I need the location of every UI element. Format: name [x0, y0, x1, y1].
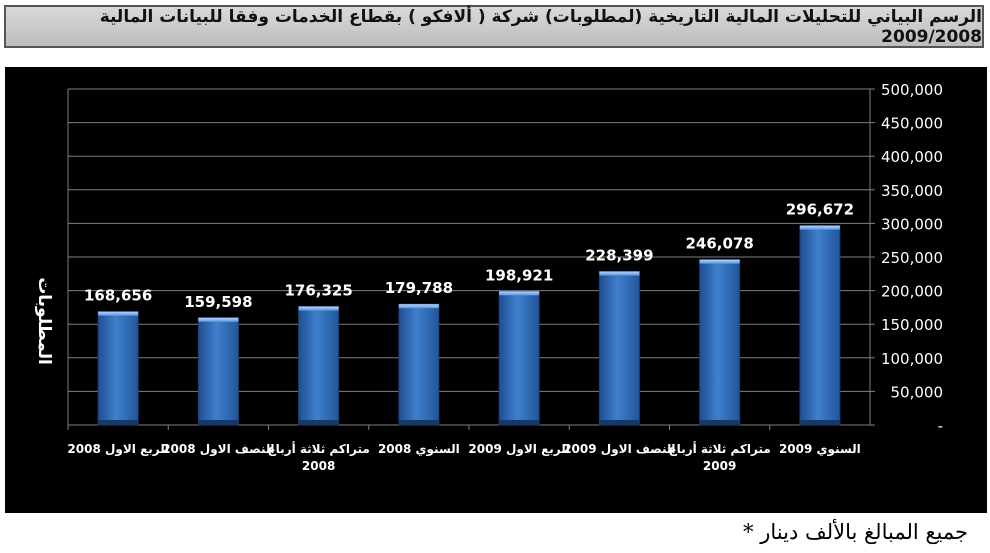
- x-tick-label: الربع الاول 2009: [468, 442, 569, 457]
- data-label: 159,598: [184, 293, 252, 311]
- x-tick-label: السنوي 2008: [378, 442, 460, 457]
- bar-top-bevel: [198, 317, 239, 322]
- x-tick-label: النصف الاول 2009: [563, 442, 675, 457]
- y-tick-label: 150,000: [881, 316, 943, 334]
- chart-title-box: الرسم البياني للتحليلات المالية التاريخي…: [4, 5, 984, 48]
- bar: [298, 306, 340, 426]
- data-label: 198,921: [485, 266, 553, 284]
- y-tick-label: 400,000: [881, 148, 943, 166]
- x-tick-label: 2008: [302, 459, 335, 473]
- bar-base: [198, 420, 239, 425]
- chart-title: الرسم البياني للتحليلات المالية التاريخي…: [99, 6, 982, 47]
- x-tick-label: الربع الاول 2008: [67, 442, 168, 457]
- bar-top-bevel: [599, 271, 640, 276]
- bar-base: [699, 420, 740, 425]
- y-tick-label: 200,000: [881, 283, 943, 301]
- footnote: جميع المبالغ بالألف دينار *: [743, 520, 968, 544]
- bar: [498, 290, 540, 426]
- x-tick-label: متراكم ثلاثة أرباع: [668, 441, 770, 456]
- bar-base: [799, 420, 840, 425]
- x-tick-label: متراكم ثلاثة أرباع: [267, 441, 369, 456]
- bar-base: [298, 420, 339, 425]
- y-tick-label: 100,000: [881, 350, 943, 368]
- bar-top-bevel: [98, 311, 139, 316]
- data-label: 179,788: [385, 279, 453, 297]
- y-tick-label: -: [938, 417, 943, 435]
- y-tick-label: 50,000: [891, 383, 944, 401]
- data-label: 228,399: [585, 247, 653, 265]
- y-tick-label: 250,000: [881, 249, 943, 267]
- bar: [398, 303, 440, 426]
- y-tick-label: 300,000: [881, 215, 943, 233]
- bar: [699, 259, 741, 426]
- data-label: 168,656: [84, 287, 152, 305]
- y-tick-label: 500,000: [881, 81, 943, 99]
- bar: [197, 317, 239, 426]
- bar-base: [398, 420, 439, 425]
- x-tick-label: السنوي 2009: [779, 442, 861, 457]
- data-label: 176,325: [284, 282, 352, 300]
- bar-top-bevel: [298, 306, 339, 311]
- y-tick-label: 350,000: [881, 182, 943, 200]
- bar-top-bevel: [499, 291, 540, 296]
- bar-base: [98, 420, 139, 425]
- x-tick-label: 2009: [703, 459, 736, 473]
- bar-top-bevel: [398, 304, 439, 309]
- y-axis-title: المطلوبات: [34, 277, 54, 365]
- bar-top-bevel: [799, 225, 840, 230]
- bar: [97, 311, 139, 426]
- chart-area: - 50,000 100,000 150,000 200,000 250,000 300,0…: [5, 67, 987, 513]
- bar-base: [599, 420, 640, 425]
- data-label: 246,078: [685, 235, 753, 253]
- bar-top-bevel: [699, 259, 740, 264]
- bar-chart: - 50,000 100,000 150,000 200,000 250,000 300,0…: [34, 81, 944, 473]
- y-tick-label: 450,000: [881, 115, 943, 133]
- data-label: 296,672: [786, 201, 854, 219]
- bar-base: [499, 420, 540, 425]
- bar: [598, 271, 640, 426]
- bar: [799, 225, 841, 426]
- x-tick-label: النصف الاول 2008: [162, 442, 274, 457]
